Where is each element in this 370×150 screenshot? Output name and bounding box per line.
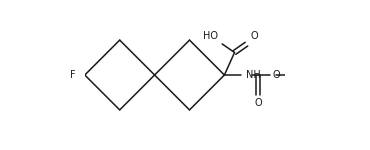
Text: O: O [254, 98, 262, 108]
Text: O: O [250, 31, 258, 41]
Text: F: F [70, 70, 76, 80]
Text: HO: HO [203, 31, 218, 40]
Text: O: O [273, 70, 280, 80]
Text: NH: NH [246, 70, 261, 80]
